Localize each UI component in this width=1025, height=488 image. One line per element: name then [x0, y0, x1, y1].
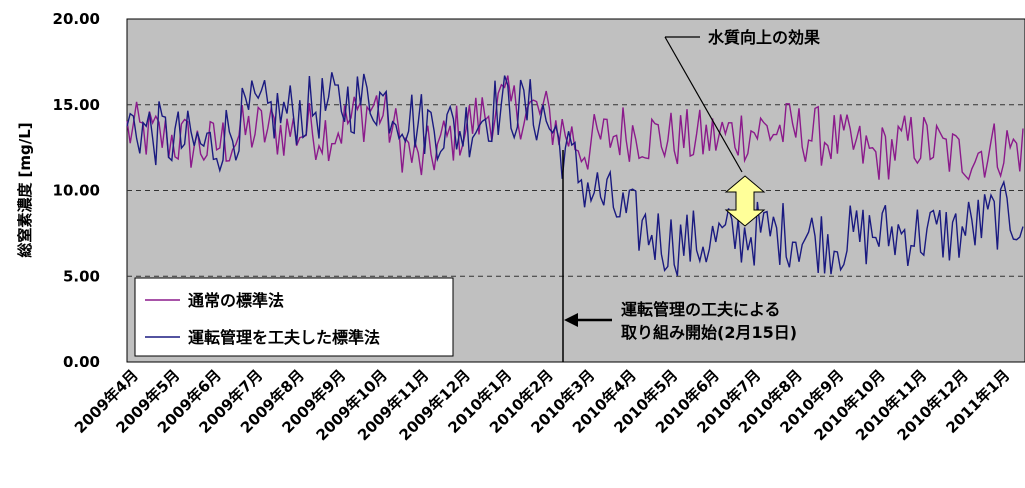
- effect-double-arrow: [724, 175, 766, 227]
- y-tick-label: 20.00: [53, 10, 100, 28]
- legend-label-improved: 運転管理を工夫した標準法: [188, 328, 380, 347]
- effect-callout-line: [664, 36, 743, 173]
- start-annotation-line2: 取り組み開始(2月15日): [621, 323, 797, 342]
- y-axis-label: 総窒素濃度 [mg/L]: [16, 122, 34, 257]
- grid-lines: [127, 104, 1025, 277]
- legend: 通常の標準法 運転管理を工夫した標準法: [134, 277, 454, 357]
- start-annotation-arrow: [564, 313, 612, 327]
- y-tick-labels: 0.00 5.00 10.00 15.00 20.00: [53, 10, 100, 371]
- effect-callout-text: 水質向上の効果: [708, 28, 820, 47]
- y-tick-label: 15.00: [53, 96, 100, 114]
- y-tick-label: 5.00: [63, 267, 100, 285]
- series-lines: [126, 72, 1024, 276]
- start-annotation-line1: 運転管理の工夫による: [621, 300, 781, 319]
- x-tick-labels: 2009年4月2009年5月2009年6月2009年7月2009年8月2009年…: [71, 366, 1013, 444]
- y-tick-label: 0.00: [63, 353, 100, 371]
- series-line-1: [126, 72, 1024, 276]
- legend-label-standard: 通常の標準法: [188, 291, 284, 310]
- y-tick-label: 10.00: [53, 182, 100, 200]
